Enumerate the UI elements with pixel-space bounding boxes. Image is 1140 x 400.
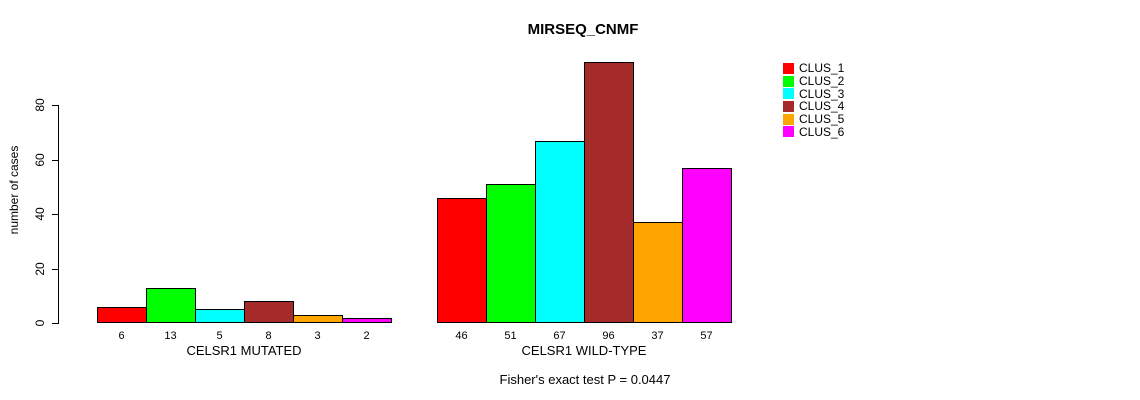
y-tick-label: 20	[33, 262, 47, 276]
legend-swatch-icon	[783, 100, 794, 112]
bar-value-label: 67	[553, 330, 566, 342]
legend-label: CLUS_2	[799, 74, 845, 89]
y-tick-mark	[52, 269, 59, 270]
x-group-label: CELSR1 WILD-TYPE	[521, 343, 647, 358]
legend-row-clus_5: CLUS_5	[783, 113, 844, 126]
bar-value-label: 46	[455, 330, 468, 342]
bar-value-label: 96	[602, 330, 615, 342]
bar-clus_6	[342, 318, 392, 323]
legend-row-clus_4: CLUS_4	[783, 100, 844, 113]
y-tick-label: 80	[33, 98, 47, 112]
bar-clus_6	[682, 168, 732, 323]
y-tick-label: 40	[33, 207, 47, 221]
bar-clus_1	[97, 307, 147, 323]
legend-label: CLUS_1	[799, 61, 845, 76]
y-tick-mark	[52, 323, 59, 324]
bar-clus_2	[486, 184, 536, 323]
y-tick-label: 60	[33, 153, 47, 167]
bar-clus_2	[146, 288, 196, 323]
y-tick-label: 0	[33, 319, 47, 327]
legend-row-clus_6: CLUS_6	[783, 125, 844, 138]
legend-swatch-icon	[783, 75, 794, 87]
fisher-test-note: Fisher's exact test P = 0.0447	[499, 372, 671, 387]
legend-row-clus_2: CLUS_2	[783, 75, 844, 88]
bar-value-label: 8	[265, 330, 272, 342]
y-tick-mark	[52, 105, 59, 106]
bar-clus_1	[437, 198, 487, 323]
legend-label: CLUS_3	[799, 86, 845, 101]
legend-label: CLUS_6	[799, 124, 845, 139]
y-tick-mark	[52, 214, 59, 215]
y-tick-mark	[52, 160, 59, 161]
legend-label: CLUS_5	[799, 112, 845, 127]
bar-value-label: 5	[216, 330, 223, 342]
legend-label: CLUS_4	[799, 99, 845, 114]
bar-value-label: 57	[700, 330, 713, 342]
legend-swatch-icon	[783, 88, 794, 100]
bar-value-label: 51	[504, 330, 517, 342]
bar-value-label: 3	[314, 330, 321, 342]
bar-value-label: 6	[118, 330, 125, 342]
bar-clus_3	[195, 309, 245, 323]
bar-clus_4	[584, 62, 634, 323]
legend-swatch-icon	[783, 62, 794, 74]
bar-clus_5	[633, 222, 683, 323]
bar-value-label: 2	[363, 330, 370, 342]
legend: CLUS_1 CLUS_2 CLUS_3 CLUS_4 CLUS_5 CLUS_6	[783, 62, 844, 138]
bar-clus_3	[535, 141, 585, 323]
y-axis-label: number of cases	[7, 145, 21, 235]
bar-value-label: 37	[651, 330, 664, 342]
bar-value-label: 13	[164, 330, 177, 342]
legend-swatch-icon	[783, 126, 794, 138]
bar-clus_5	[293, 315, 343, 323]
x-group-label: CELSR1 MUTATED	[186, 343, 302, 358]
legend-swatch-icon	[783, 113, 794, 125]
bar-clus_4	[244, 301, 294, 323]
legend-row-clus_1: CLUS_1	[783, 62, 844, 75]
legend-row-clus_3: CLUS_3	[783, 87, 844, 100]
chart-title: MIRSEQ_CNMF	[527, 21, 639, 38]
